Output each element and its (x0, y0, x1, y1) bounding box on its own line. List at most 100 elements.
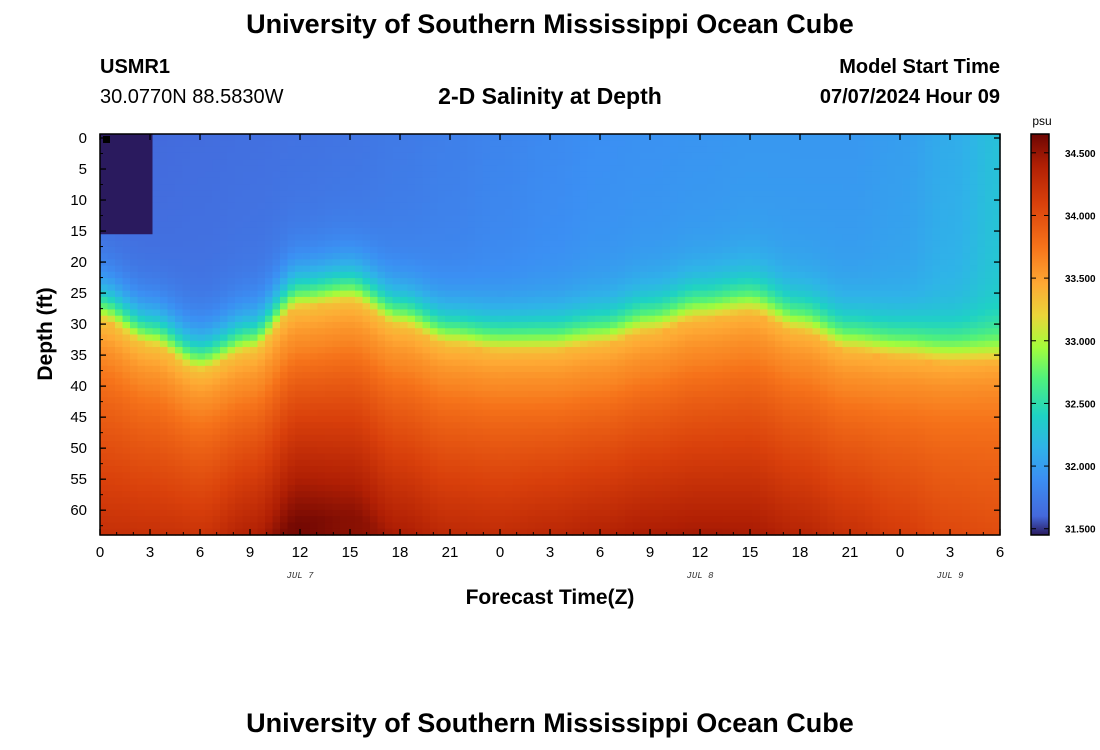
heatmap-cell (287, 353, 296, 361)
heatmap-cell (482, 503, 491, 511)
heatmap-cell (340, 484, 349, 492)
heatmap-cell (242, 209, 251, 217)
heatmap-cell (317, 209, 326, 217)
heatmap-cell (640, 146, 649, 154)
heatmap-cell (415, 472, 424, 480)
heatmap-cell (602, 409, 611, 417)
heatmap-cell (145, 196, 154, 204)
heatmap-cell (565, 171, 574, 179)
heatmap-cell (625, 265, 634, 273)
heatmap-cell (595, 221, 604, 229)
heatmap-cell (415, 246, 424, 254)
heatmap-cell (430, 184, 439, 191)
heatmap-cell (580, 472, 589, 480)
heatmap-cell (677, 196, 686, 204)
heatmap-cell (655, 209, 664, 217)
heatmap-cell (460, 184, 469, 191)
heatmap-cell (535, 422, 544, 430)
heatmap-cell (167, 472, 176, 480)
heatmap-cell (242, 165, 251, 173)
heatmap-cell (557, 497, 566, 505)
heatmap-cell (565, 152, 574, 160)
heatmap-cell (497, 509, 506, 517)
heatmap-cell (197, 271, 206, 279)
heatmap-cell (377, 522, 386, 530)
heatmap-cell (677, 447, 686, 455)
heatmap-cell (542, 134, 551, 141)
heatmap-cell (295, 415, 304, 423)
heatmap-cell (670, 397, 679, 405)
heatmap-cell (392, 434, 401, 442)
heatmap-cell (445, 328, 454, 336)
heatmap-cell (152, 296, 161, 304)
heatmap-cell (137, 434, 146, 442)
heatmap-cell (445, 309, 454, 317)
heatmap-cell (467, 422, 476, 430)
heatmap-cell (227, 209, 236, 217)
heatmap-cell (400, 478, 409, 486)
heatmap-cell (197, 497, 206, 505)
heatmap-cell (505, 265, 514, 273)
heatmap-cell (220, 290, 229, 298)
heatmap-cell (362, 466, 371, 473)
heatmap-cell (527, 397, 536, 405)
heatmap-cell (475, 227, 484, 235)
heatmap-cell (130, 340, 139, 348)
heatmap-cell (595, 196, 604, 204)
heatmap-cell (295, 177, 304, 185)
heatmap-cell (572, 259, 581, 267)
heatmap-cell (227, 447, 236, 455)
heatmap-cell (632, 428, 641, 436)
heatmap-cell (535, 209, 544, 217)
heatmap-cell (257, 365, 266, 373)
heatmap-cell (647, 171, 656, 179)
heatmap-cell (385, 196, 394, 204)
heatmap-cell (475, 152, 484, 160)
heatmap-cell (430, 234, 439, 242)
heatmap-cell (385, 365, 394, 373)
heatmap-cell (347, 290, 356, 298)
heatmap-cell (227, 190, 236, 198)
heatmap-cell (257, 290, 266, 298)
heatmap-cell (512, 202, 521, 210)
heatmap-cell (250, 340, 259, 348)
heatmap-cell (355, 234, 364, 242)
heatmap-cell (557, 509, 566, 517)
heatmap-cell (512, 146, 521, 154)
heatmap-cell (565, 334, 574, 342)
heatmap-cell (310, 215, 319, 223)
heatmap-cell (422, 372, 431, 379)
heatmap-cell (452, 528, 461, 536)
heatmap-cell (610, 146, 619, 154)
heatmap-cell (332, 303, 341, 311)
heatmap-cell (227, 503, 236, 511)
heatmap-cell (520, 453, 529, 461)
heatmap-cell (565, 378, 574, 386)
heatmap-cell (460, 321, 469, 329)
heatmap-cell (565, 265, 574, 273)
heatmap-cell (632, 209, 641, 217)
heatmap-cell (625, 453, 634, 461)
heatmap-cell (437, 390, 446, 398)
heatmap-cell (310, 234, 319, 242)
heatmap-cell (617, 516, 626, 524)
heatmap-cell (347, 328, 356, 336)
heatmap-cell (182, 384, 191, 392)
heatmap-cell (220, 209, 229, 217)
heatmap-cell (407, 215, 416, 223)
heatmap-cell (355, 290, 364, 298)
heatmap-cell (137, 347, 146, 354)
heatmap-cell (437, 165, 446, 173)
heatmap-cell (310, 290, 319, 298)
heatmap-cell (145, 321, 154, 329)
heatmap-cell (257, 190, 266, 198)
heatmap-cell (227, 428, 236, 436)
heatmap-cell (347, 303, 356, 311)
heatmap-cell (640, 328, 649, 336)
heatmap-cell (640, 384, 649, 392)
heatmap-cell (430, 516, 439, 524)
heatmap-cell (625, 271, 634, 279)
heatmap-cell (415, 447, 424, 455)
heatmap-cell (422, 177, 431, 185)
heatmap-cell (287, 378, 296, 386)
